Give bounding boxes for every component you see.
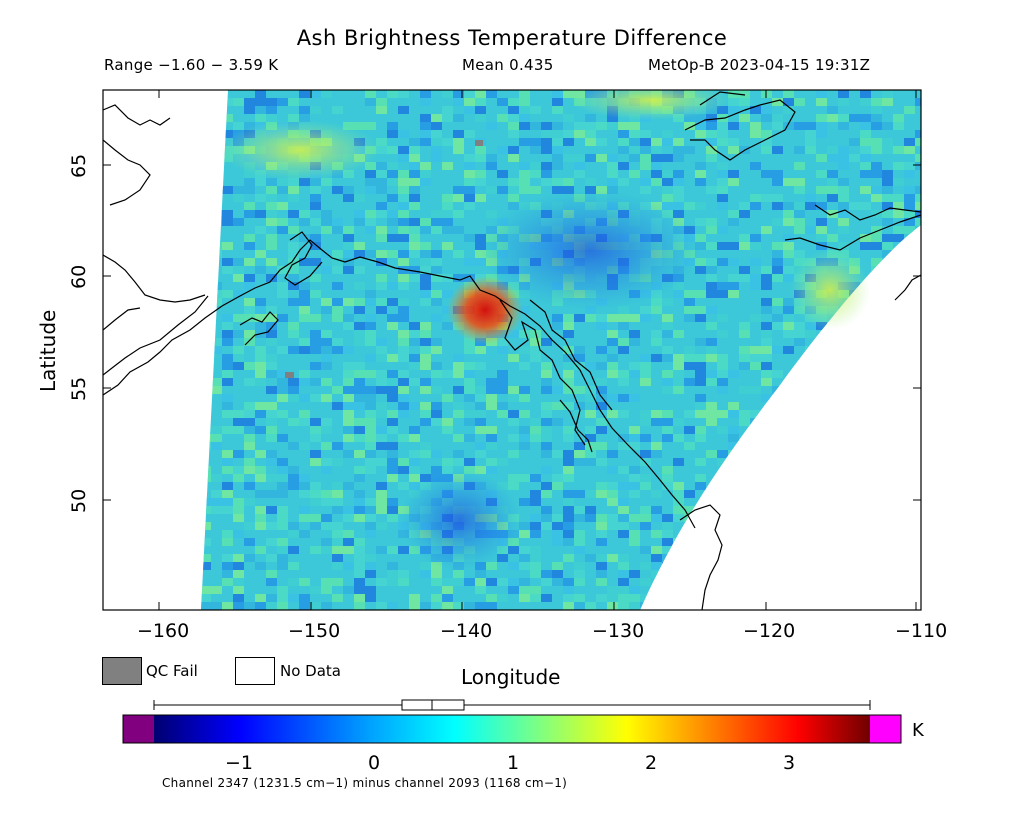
qc-fail-swatch xyxy=(102,657,142,685)
plot-frame xyxy=(102,89,922,611)
x-tick-label: −140 xyxy=(440,620,493,642)
colorbar-tick-label: 1 xyxy=(507,752,520,774)
qc-fail-pixel xyxy=(475,140,483,146)
x-tick-label: −150 xyxy=(288,620,341,642)
x-axis-label: Longitude xyxy=(461,665,561,689)
colorbar-tick-label: 2 xyxy=(645,752,658,774)
x-tick-marks xyxy=(158,90,917,610)
box-plot xyxy=(153,699,871,711)
colorbar-tick-label: 0 xyxy=(368,752,381,774)
qc-fail-pixel xyxy=(285,372,294,378)
no-data-swatch xyxy=(235,657,275,685)
y-tick-marks xyxy=(103,164,921,501)
chart-title: Ash Brightness Temperature Difference xyxy=(296,26,728,50)
footnote: Channel 2347 (1231.5 cm−1) minus channel… xyxy=(162,776,568,790)
y-tick-label: 55 xyxy=(68,376,90,401)
range-text: Range −1.60 − 3.59 K xyxy=(104,56,279,74)
colorbar-under xyxy=(123,715,154,743)
data-swath xyxy=(201,90,921,610)
coastlines xyxy=(103,91,921,610)
qc-fail-label: QC Fail xyxy=(146,662,198,680)
ash-hotspot xyxy=(447,276,523,344)
x-tick-label: −110 xyxy=(895,620,948,642)
colorbar-over xyxy=(870,715,901,743)
x-tick-label: −130 xyxy=(592,620,645,642)
satellite-time-text: MetOp-B 2023-04-15 19:31Z xyxy=(648,56,871,74)
x-tick-label: −160 xyxy=(137,620,190,642)
colorbar xyxy=(154,715,870,743)
y-axis-label: Latitude xyxy=(36,309,60,392)
y-tick-label: 65 xyxy=(68,153,90,178)
no-data-label: No Data xyxy=(280,662,341,680)
colorbar-tick-label: 3 xyxy=(783,752,796,774)
colorbar-tick-label: −1 xyxy=(225,752,254,774)
y-tick-label: 50 xyxy=(68,488,90,513)
colorbar-unit: K xyxy=(912,720,924,741)
y-tick-label: 60 xyxy=(68,264,90,289)
x-tick-label: −120 xyxy=(743,620,796,642)
mean-text: Mean 0.435 xyxy=(462,56,554,74)
